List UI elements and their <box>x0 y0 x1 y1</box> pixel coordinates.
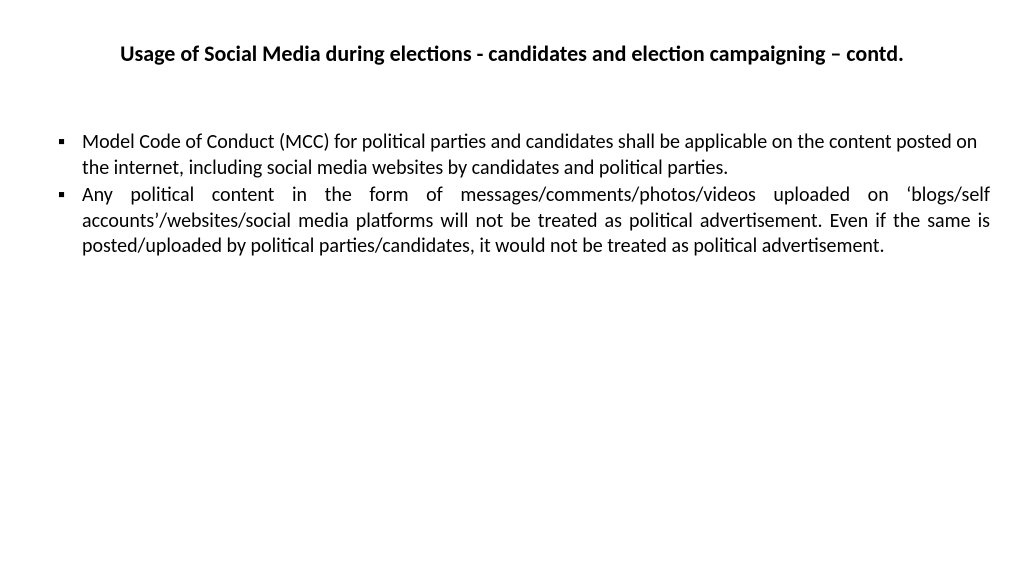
bullet-list: Model Code of Conduct (MCC) for politica… <box>54 130 990 260</box>
list-item: Model Code of Conduct (MCC) for politica… <box>54 130 990 181</box>
slide-body: Model Code of Conduct (MCC) for politica… <box>54 130 990 262</box>
bullet-text: Any political content in the form of mes… <box>82 183 990 258</box>
list-item: Any political content in the form of mes… <box>54 183 990 260</box>
slide-title: Usage of Social Media during elections -… <box>0 40 1024 67</box>
bullet-text: Model Code of Conduct (MCC) for politica… <box>82 130 977 180</box>
